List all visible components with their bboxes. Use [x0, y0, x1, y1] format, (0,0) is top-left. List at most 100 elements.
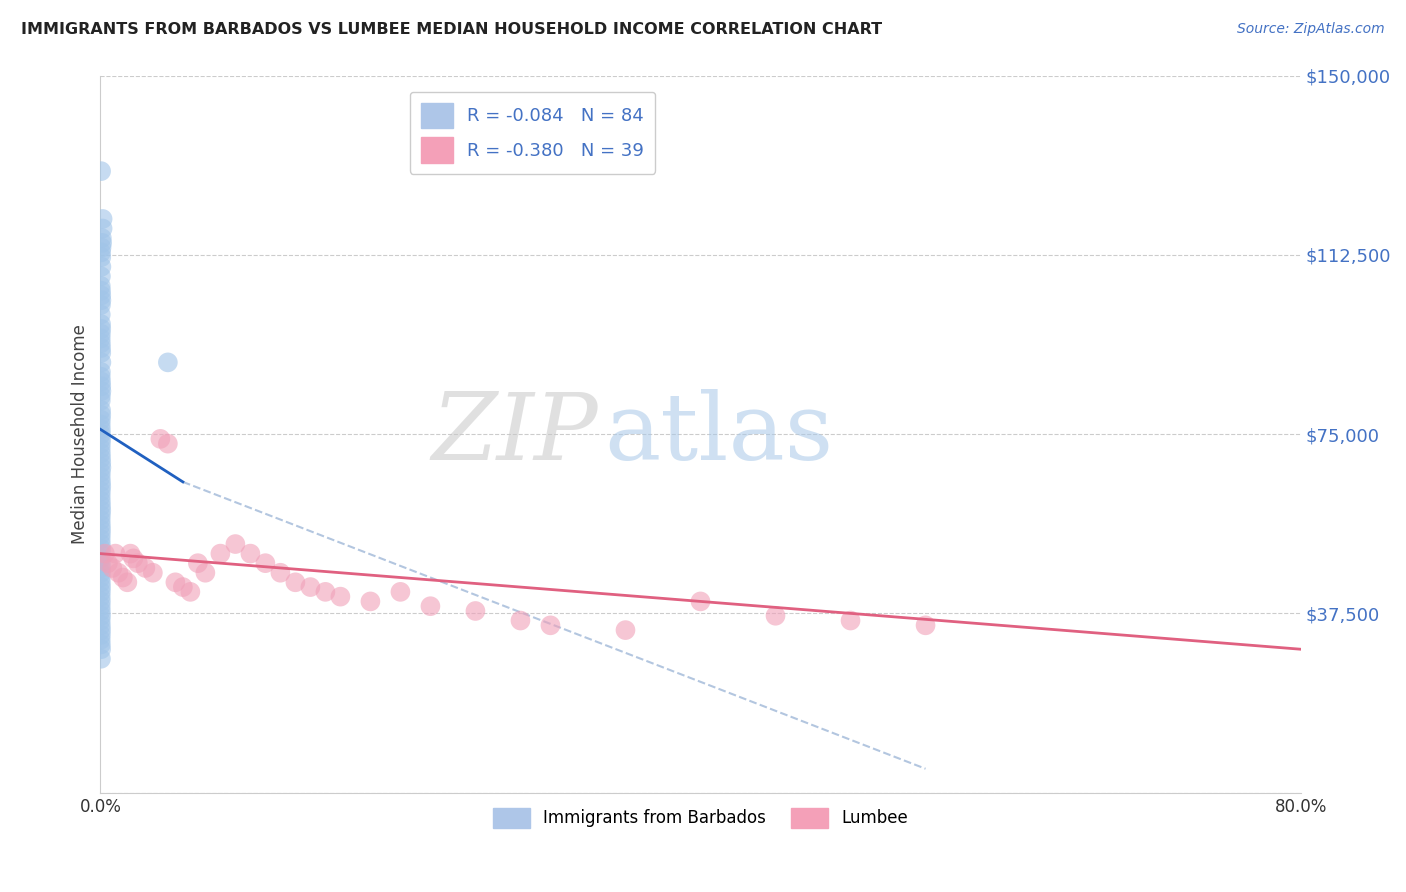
Point	[299, 580, 322, 594]
Point	[90, 336, 112, 351]
Point	[90, 450, 112, 465]
Point	[90, 250, 112, 264]
Point	[90, 484, 112, 499]
Point	[111, 570, 134, 584]
Point	[765, 608, 787, 623]
Legend: Immigrants from Barbados, Lumbee: Immigrants from Barbados, Lumbee	[486, 801, 914, 835]
Point	[91, 221, 114, 235]
Point	[269, 566, 291, 580]
Point	[90, 513, 112, 527]
Text: ZIP: ZIP	[432, 389, 599, 479]
Point	[389, 585, 412, 599]
Point	[90, 618, 112, 632]
Point	[90, 551, 112, 566]
Point	[90, 231, 112, 245]
Point	[90, 599, 112, 614]
Point	[509, 614, 531, 628]
Point	[689, 594, 711, 608]
Point	[90, 527, 112, 541]
Point	[90, 632, 112, 647]
Point	[254, 556, 277, 570]
Point	[90, 517, 112, 532]
Point	[90, 585, 112, 599]
Point	[329, 590, 352, 604]
Point	[90, 480, 112, 494]
Point	[90, 494, 112, 508]
Point	[90, 241, 112, 255]
Point	[284, 575, 307, 590]
Point	[540, 618, 562, 632]
Point	[90, 614, 112, 628]
Point	[90, 269, 112, 284]
Point	[90, 533, 112, 547]
Point	[90, 489, 112, 503]
Point	[90, 322, 112, 336]
Point	[101, 561, 124, 575]
Text: atlas: atlas	[605, 389, 834, 479]
Point	[90, 570, 112, 584]
Point	[90, 260, 112, 274]
Point	[90, 346, 112, 360]
Point	[90, 389, 112, 403]
Point	[90, 317, 112, 331]
Point	[91, 211, 114, 226]
Point	[90, 594, 112, 608]
Point	[179, 585, 201, 599]
Point	[90, 369, 112, 384]
Point	[90, 470, 112, 484]
Point	[90, 293, 112, 308]
Point	[90, 442, 112, 456]
Point	[90, 547, 112, 561]
Point	[90, 608, 112, 623]
Point	[90, 278, 112, 293]
Point	[187, 556, 209, 570]
Point	[122, 551, 145, 566]
Point	[90, 460, 112, 475]
Point	[165, 575, 187, 590]
Point	[90, 427, 112, 442]
Point	[464, 604, 486, 618]
Point	[90, 541, 112, 556]
Point	[149, 432, 172, 446]
Point	[90, 365, 112, 379]
Point	[90, 393, 112, 408]
Point	[90, 308, 112, 322]
Point	[90, 422, 112, 436]
Point	[142, 566, 165, 580]
Point	[914, 618, 936, 632]
Point	[90, 623, 112, 637]
Point	[90, 245, 112, 260]
Point	[209, 547, 232, 561]
Point	[90, 580, 112, 594]
Point	[90, 284, 112, 298]
Point	[90, 417, 112, 432]
Point	[90, 590, 112, 604]
Point	[104, 547, 127, 561]
Point	[90, 408, 112, 422]
Point	[134, 561, 156, 575]
Point	[90, 331, 112, 345]
Point	[839, 614, 862, 628]
Point	[90, 556, 112, 570]
Point	[224, 537, 246, 551]
Point	[90, 456, 112, 470]
Point	[614, 623, 637, 637]
Point	[90, 575, 112, 590]
Point	[90, 652, 112, 666]
Point	[90, 413, 112, 427]
Point	[90, 288, 112, 302]
Point	[239, 547, 262, 561]
Point	[90, 432, 112, 446]
Point	[107, 566, 129, 580]
Point	[359, 594, 381, 608]
Point	[90, 466, 112, 480]
Point	[90, 164, 112, 178]
Point	[127, 556, 149, 570]
Point	[194, 566, 217, 580]
Point	[156, 436, 179, 450]
Point	[91, 235, 114, 250]
Point	[90, 566, 112, 580]
Point	[90, 436, 112, 450]
Point	[90, 326, 112, 341]
Y-axis label: Median Household Income: Median Household Income	[72, 324, 89, 544]
